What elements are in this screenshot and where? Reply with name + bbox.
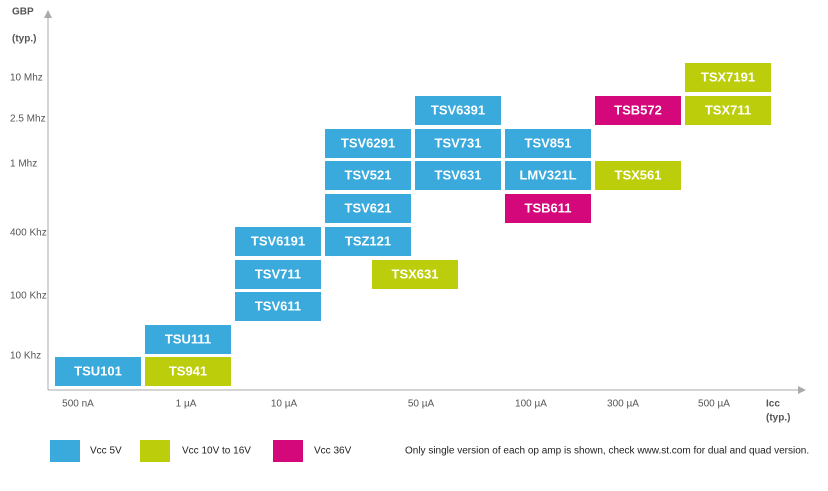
y-label: 10 Khz: [10, 351, 41, 362]
part-box: [372, 260, 458, 289]
part-label: TSV731: [435, 135, 482, 150]
part-box: [235, 292, 321, 321]
part-label: TSV851: [525, 135, 572, 150]
note: Only single version of each op amp is sh…: [405, 446, 809, 457]
y-label: 10 Mhz: [10, 73, 43, 84]
x-label: 300 µA: [607, 399, 639, 410]
part-box: [595, 96, 681, 125]
part-box: [325, 194, 411, 223]
y-title: (typ.): [12, 34, 36, 45]
legend-swatch: [140, 440, 170, 462]
y-label: 2.5 Mhz: [10, 114, 46, 125]
part-box: [145, 325, 231, 354]
part-label: TSV6291: [341, 135, 395, 150]
part-label: TSZ121: [345, 233, 391, 248]
part-box: [505, 194, 591, 223]
part-label: TSV6191: [251, 233, 305, 248]
part-box: [685, 63, 771, 92]
x-label: 1 µA: [176, 399, 197, 410]
part-label: TSU101: [74, 363, 122, 378]
y-title: GBP: [12, 7, 34, 18]
y-label: 100 Khz: [10, 291, 47, 302]
part-label: TS941: [169, 363, 207, 378]
x-label: 50 µA: [408, 399, 435, 410]
x-title: Icc: [766, 399, 780, 410]
part-box: [235, 227, 321, 256]
x-label: 500 µA: [698, 399, 730, 410]
x-title: (typ.): [766, 413, 790, 424]
legend-label: Vcc 5V: [90, 446, 122, 457]
part-label: LMV321L: [519, 167, 576, 182]
x-label: 10 µA: [271, 399, 298, 410]
part-label: TSU111: [165, 331, 211, 346]
part-box: [595, 161, 681, 190]
part-label: TSX561: [615, 167, 662, 182]
x-label: 500 nA: [62, 399, 94, 410]
part-label: TSV711: [255, 266, 301, 281]
part-box: [415, 161, 501, 190]
part-box: [145, 357, 231, 386]
part-box: [685, 96, 771, 125]
part-box: [235, 260, 321, 289]
y-arrow: [44, 10, 52, 18]
part-box: [325, 161, 411, 190]
part-box: [505, 129, 591, 158]
part-label: TSV611: [255, 298, 301, 313]
part-label: TSV631: [435, 167, 482, 182]
legend-label: Vcc 36V: [314, 446, 352, 457]
part-box: [325, 129, 411, 158]
part-box: [325, 227, 411, 256]
part-label: TSV6391: [431, 102, 485, 117]
x-label: 100 µA: [515, 399, 547, 410]
part-label: TSX7191: [701, 69, 755, 84]
part-box: [55, 357, 141, 386]
part-label: TSB572: [614, 102, 662, 117]
part-box: [415, 96, 501, 125]
part-label: TSV521: [345, 167, 392, 182]
legend-label: Vcc 10V to 16V: [182, 446, 251, 457]
part-box: [505, 161, 591, 190]
part-label: TSX711: [705, 102, 751, 117]
y-label: 1 Mhz: [10, 159, 37, 170]
x-arrow: [798, 386, 806, 394]
legend-swatch: [273, 440, 303, 462]
part-label: TSV621: [345, 200, 392, 215]
y-label: 400 Khz: [10, 228, 47, 239]
part-label: TSB611: [525, 200, 572, 215]
part-box: [415, 129, 501, 158]
legend-swatch: [50, 440, 80, 462]
part-label: TSX631: [392, 266, 439, 281]
